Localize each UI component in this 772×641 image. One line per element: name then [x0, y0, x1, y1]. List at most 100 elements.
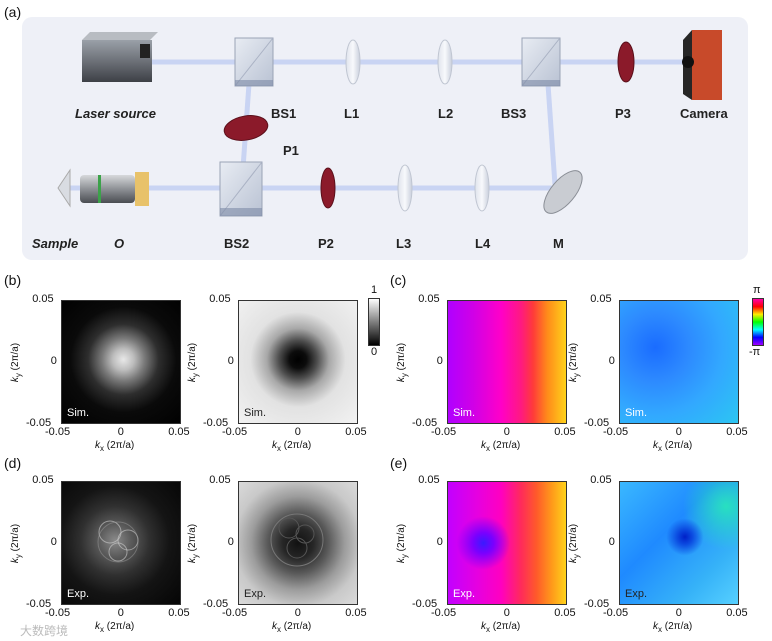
optical-setup-diagram — [22, 17, 748, 260]
label-sample: Sample — [32, 236, 79, 251]
y-tick-label: 0.05 — [590, 293, 612, 305]
x-axis-label: kx (2π/a) — [272, 440, 312, 453]
y-tick-label: -0.05 — [203, 417, 229, 429]
tag-exp: Exp. — [453, 588, 476, 600]
y-tick-label: 0.05 — [590, 474, 612, 486]
label-bs3: BS3 — [501, 106, 527, 121]
x-axis-label: kx (2π/a) — [95, 621, 135, 634]
y-tick-label: -0.05 — [203, 598, 229, 610]
y-tick-label: 0.05 — [418, 293, 440, 305]
tag-exp: Exp. — [244, 588, 267, 600]
polarizer-p2-icon — [320, 167, 336, 209]
beam-splitter-bs2-icon — [219, 161, 263, 217]
x-tick-label: 0.05 — [345, 426, 367, 438]
x-axis-label: kx (2π/a) — [481, 440, 521, 453]
lens-l3-icon — [397, 164, 413, 212]
x-tick-label: 0 — [117, 607, 124, 619]
x-tick-label: -0.05 — [603, 426, 629, 438]
y-tick-label: 0.05 — [32, 293, 54, 305]
x-tick-label: 0.05 — [168, 426, 190, 438]
label-l2: L2 — [438, 106, 454, 121]
y-tick-label: 0 — [227, 355, 234, 367]
plot-d-intensity-exp: Exp. — [61, 481, 181, 605]
objective-o-icon — [80, 172, 149, 206]
lens-l4-icon — [474, 164, 490, 212]
x-tick-label: 0 — [117, 426, 124, 438]
colorbar-b-top: 1 — [371, 284, 378, 296]
x-tick-label: 0 — [503, 607, 510, 619]
label-o: O — [114, 236, 125, 251]
label-p1: P1 — [283, 143, 299, 158]
y-tick-label: -0.05 — [26, 598, 52, 610]
panel-label-e: (e) — [390, 455, 408, 471]
label-p3: P3 — [615, 106, 631, 121]
mirror-m-icon — [543, 170, 583, 214]
y-axis-label: ky (2π/a) — [396, 342, 410, 383]
x-axis-label: kx (2π/a) — [272, 621, 312, 634]
y-axis-label: ky (2π/a) — [396, 523, 410, 564]
x-tick-label: 0.05 — [554, 607, 576, 619]
label-l3: L3 — [396, 236, 412, 251]
x-tick-label: 0 — [675, 607, 682, 619]
beam-vertical-m — [544, 69, 558, 186]
x-tick-label: -0.05 — [431, 607, 457, 619]
panel-label-b: (b) — [4, 272, 22, 288]
x-tick-label: 0.05 — [554, 426, 576, 438]
y-axis-label: ky (2π/a) — [10, 342, 24, 383]
label-m: M — [553, 236, 564, 251]
y-tick-label: 0.05 — [209, 474, 231, 486]
x-axis-label: kx (2π/a) — [653, 440, 693, 453]
watermark: 大数跨境 — [20, 624, 69, 638]
plot-b-dark-sim: Sim. — [238, 300, 358, 424]
beam-splitter-bs1-icon — [234, 37, 274, 87]
sample-icon — [57, 168, 71, 208]
colorbar-c-top: π — [753, 284, 761, 296]
speckle-rings — [270, 513, 324, 567]
panel-label-a: (a) — [4, 4, 22, 20]
x-tick-label: 0 — [675, 426, 682, 438]
x-tick-label: 0.05 — [168, 607, 190, 619]
x-tick-label: -0.05 — [603, 607, 629, 619]
tag-exp: Exp. — [625, 588, 648, 600]
panel-label-d: (d) — [4, 455, 22, 471]
lens-l1-icon — [345, 39, 361, 85]
tag-sim: Sim. — [453, 407, 475, 419]
y-tick-label: -0.05 — [26, 417, 52, 429]
panel-label-c: (c) — [390, 272, 407, 288]
y-axis-label: ky (2π/a) — [10, 523, 24, 564]
x-axis-label: kx (2π/a) — [95, 440, 135, 453]
y-axis-label: ky (2π/a) — [568, 342, 582, 383]
y-tick-label: 0.05 — [418, 474, 440, 486]
label-camera: Camera — [680, 106, 728, 121]
label-laser-source: Laser source — [75, 106, 156, 121]
lens-l2-icon — [437, 39, 453, 85]
plot-e-phase2-exp: Exp. — [619, 481, 739, 605]
y-tick-label: 0 — [608, 355, 615, 367]
laser-source-icon — [82, 32, 158, 82]
x-axis-label: kx (2π/a) — [481, 621, 521, 634]
tag-sim: Sim. — [67, 407, 89, 419]
y-tick-label: 0 — [227, 536, 234, 548]
colorbar-intensity — [368, 298, 380, 346]
beam-splitter-bs3-icon — [521, 37, 561, 87]
tag-sim: Sim. — [244, 407, 266, 419]
plot-e-phase-exp: Exp. — [447, 481, 567, 605]
y-tick-label: 0 — [608, 536, 615, 548]
colorbar-phase — [752, 298, 764, 346]
label-l4: L4 — [475, 236, 491, 251]
y-axis-label: ky (2π/a) — [187, 523, 201, 564]
y-tick-label: 0 — [50, 355, 57, 367]
plot-b-intensity-sim: Sim. — [61, 300, 181, 424]
x-tick-label: 0.05 — [726, 607, 748, 619]
plot-c-phase-sim: Sim. — [447, 300, 567, 424]
y-tick-label: -0.05 — [584, 417, 610, 429]
y-tick-label: 0.05 — [32, 474, 54, 486]
x-tick-label: 0.05 — [345, 607, 367, 619]
x-tick-label: 0 — [294, 607, 301, 619]
label-bs1: BS1 — [271, 106, 297, 121]
tag-exp: Exp. — [67, 588, 90, 600]
polarizer-p3-icon — [617, 41, 635, 83]
y-tick-label: 0 — [436, 536, 443, 548]
x-tick-label: -0.05 — [222, 607, 248, 619]
y-tick-label: -0.05 — [584, 598, 610, 610]
